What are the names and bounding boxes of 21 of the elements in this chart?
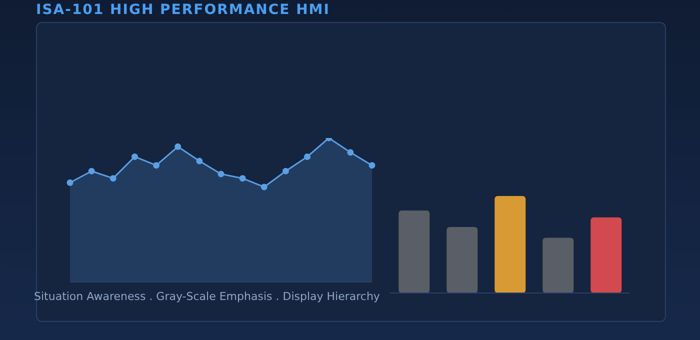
- point: [110, 175, 116, 182]
- point: [174, 143, 182, 150]
- bar: [446, 227, 478, 293]
- point: [66, 179, 74, 186]
- point: [282, 168, 289, 174]
- chart-title: ISA-101 HIGH PERFORMANCE HMI: [36, 2, 330, 18]
- point: [304, 153, 311, 160]
- point: [196, 158, 203, 164]
- bar: [590, 217, 622, 293]
- point: [260, 184, 268, 190]
- point: [368, 162, 376, 169]
- bar: [542, 238, 574, 293]
- bar: [398, 210, 430, 293]
- point: [153, 162, 160, 169]
- bar: [494, 196, 526, 293]
- point: [239, 175, 246, 182]
- point: [218, 170, 224, 178]
- x-axis-title: Situation Awareness . Gray-Scale Emphasis . Display Hierarchy: [34, 290, 380, 303]
- point: [131, 153, 138, 160]
- point: [88, 168, 95, 174]
- point: [347, 149, 354, 156]
